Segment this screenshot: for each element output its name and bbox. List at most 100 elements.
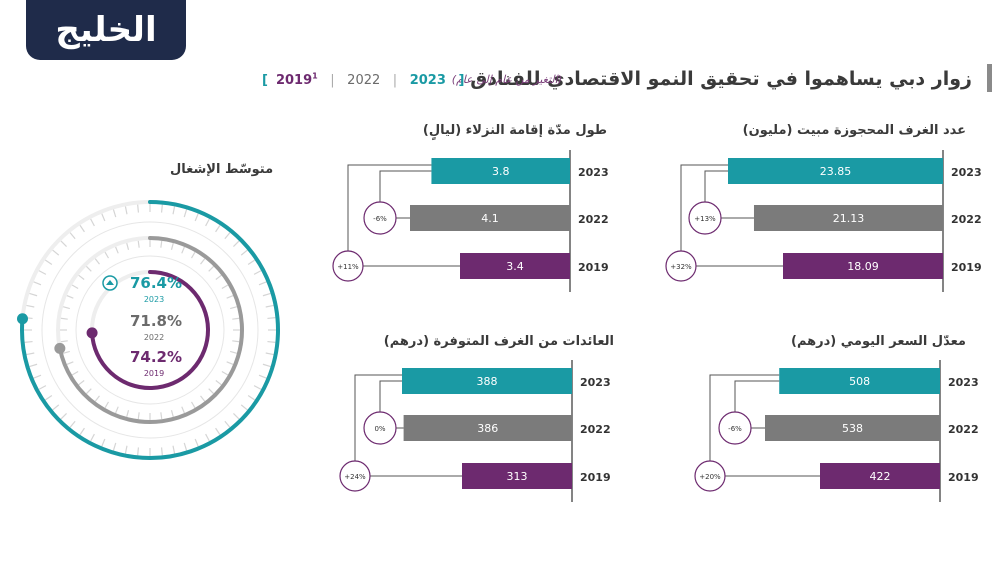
gauge-tick	[79, 224, 85, 233]
gauge-tick	[29, 292, 38, 297]
gauge-guide-ring	[41, 221, 259, 439]
title-accent-bar	[987, 64, 992, 92]
gauge-tick	[224, 420, 231, 428]
gauge-tick	[79, 427, 85, 436]
gauge-tick	[205, 218, 210, 227]
trend-up-icon-arrow	[106, 280, 114, 285]
change-bracket	[680, 164, 728, 251]
category-label: 2022	[578, 213, 609, 226]
category-label: 2022	[948, 423, 979, 436]
chart-title-rooms: عدد الغرف المحجوزة مبيت (مليون)	[742, 123, 966, 138]
gauge-tick	[233, 413, 240, 420]
bar	[403, 415, 572, 441]
legend-bracket-close: ]	[458, 73, 465, 89]
gauge-tick	[181, 246, 185, 254]
gauge-tick	[69, 420, 76, 428]
gauge-tick	[232, 340, 240, 343]
gauge-tick	[94, 258, 100, 265]
gauge-tick	[112, 442, 117, 451]
gauge-tick	[172, 445, 176, 454]
gauge-tick	[124, 445, 128, 454]
change-label: +13%	[694, 215, 716, 223]
gauge-arc	[57, 236, 244, 424]
gauge-tick	[170, 242, 174, 250]
gauge-tick	[221, 370, 229, 376]
bar-value-label: 3.4	[506, 260, 524, 273]
category-label: 2022	[580, 423, 611, 436]
gauge-tick	[267, 340, 276, 343]
gauge-tick	[112, 209, 117, 218]
bar-value-label: 18.09	[847, 260, 879, 273]
gauge-tick	[94, 395, 100, 402]
gauge-tick	[126, 410, 130, 418]
bar	[783, 253, 943, 279]
bar-value-label: 23.85	[820, 165, 852, 178]
change-label: -6%	[728, 425, 742, 433]
gauge-tick	[38, 385, 47, 390]
gauge-tick	[262, 292, 271, 297]
gauge-tick	[181, 406, 185, 414]
gauge-tick	[226, 295, 234, 299]
legend-2023: 2023	[409, 73, 446, 89]
gauge-tick	[60, 413, 67, 420]
gauge-tick	[200, 258, 206, 265]
gauge-tick	[115, 406, 119, 414]
gauge-tick	[200, 395, 206, 402]
bar	[462, 463, 572, 489]
legend-separator: |	[392, 73, 398, 89]
change-label: +20%	[699, 473, 721, 481]
gauge-tick	[240, 249, 248, 256]
gauge-year-label: 2019	[144, 369, 164, 378]
bar	[753, 205, 943, 231]
legend-2022: 2022	[347, 73, 381, 89]
legend-2019-footnote: 1	[312, 72, 318, 81]
gauge-tick	[101, 213, 106, 222]
gauge-tick	[52, 404, 60, 411]
header: زوار دبي يساهموا في تحقيق النمو الاقتصاد…	[0, 62, 998, 98]
gauge-tick	[205, 433, 210, 442]
chart-stay-length: 3.8 2023 4.1 2022 3.4 2019 -6% +11%	[332, 150, 609, 292]
gauge-tick	[60, 317, 68, 320]
gauge-tick	[253, 385, 262, 390]
gauge-tick	[26, 352, 35, 356]
bar	[820, 463, 940, 489]
chart-rooms-booked: 23.85 2023 21.13 2022 18.09 2019 +13% +32%	[665, 150, 982, 292]
gauge-tick	[71, 284, 79, 290]
bar	[779, 368, 940, 394]
gauge-arc-end-dot	[86, 327, 98, 339]
bar	[765, 415, 940, 441]
site-logo[interactable]: الخليج	[26, 0, 186, 60]
gauge-tick	[230, 306, 238, 310]
change-badge	[665, 250, 697, 282]
gauge-tick	[247, 395, 256, 401]
gauge-tick	[194, 213, 199, 222]
bar-value-label: 3.8	[492, 165, 510, 178]
bar-value-label: 508	[849, 375, 870, 388]
category-label: 2019	[578, 261, 609, 274]
change-label: +24%	[344, 473, 366, 481]
gauge-tick	[137, 204, 140, 213]
gauge-arc	[90, 270, 210, 390]
gauge-tick	[208, 388, 215, 395]
page-title: زوار دبي يساهموا في تحقيق النمو الاقتصاد…	[470, 68, 972, 90]
category-label: 2019	[951, 261, 982, 274]
bar-value-label: 386	[477, 422, 498, 435]
gauge-tick	[85, 265, 92, 272]
gauge-tick	[160, 447, 163, 456]
gauge-tick	[190, 251, 196, 259]
change-bracket	[709, 374, 780, 461]
bar-value-label: 422	[870, 470, 891, 483]
gauge-title: متوسّط الإشغال	[170, 162, 274, 177]
gauge-tick	[78, 274, 85, 280]
gauge-tick	[60, 340, 68, 343]
bar	[728, 158, 943, 184]
gauge-tick	[160, 204, 163, 213]
gauge-tick	[221, 284, 229, 290]
gauge-value-label: 71.8%	[130, 312, 182, 330]
bar-value-label: 313	[507, 470, 528, 483]
change-bracket	[354, 374, 402, 461]
gauge-tick	[26, 304, 35, 308]
gauge-tick	[90, 218, 95, 227]
change-badge	[688, 201, 722, 235]
gauge-tick	[170, 410, 174, 418]
